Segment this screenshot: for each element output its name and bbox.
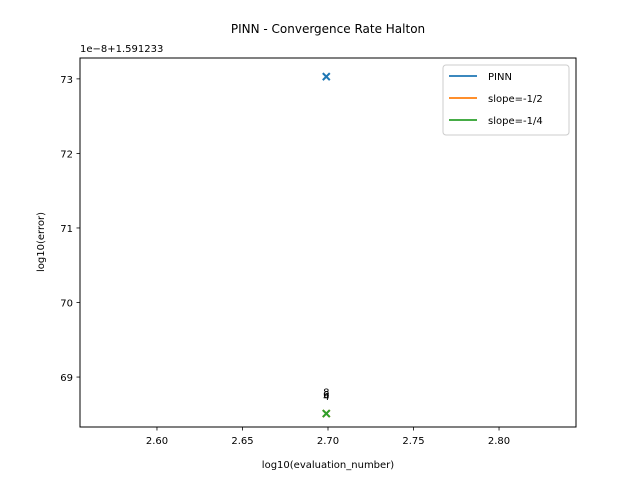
axes-frame — [79, 57, 577, 428]
legend-label: slope=-1/2 — [488, 94, 543, 105]
marker-stroke — [322, 72, 331, 81]
y-tick-label: 70 — [60, 299, 73, 310]
legend: PINN slope=-1/2 slope=-1/4 — [442, 64, 570, 136]
y-offset-text: 1e−8+1.591233 — [80, 44, 163, 55]
marker-stroke — [322, 409, 331, 418]
legend-label: slope=-1/4 — [488, 116, 543, 127]
point-annotation: 8 — [323, 388, 329, 399]
data-point-marker — [322, 72, 331, 81]
point-annotation: 6 — [323, 390, 329, 401]
y-axis-label: log10(error) — [36, 212, 47, 272]
x-tick-label: 2.75 — [402, 436, 424, 447]
chart-title: PINN - Convergence Rate Halton — [231, 22, 425, 36]
legend-box — [442, 64, 570, 136]
data-point-marker — [322, 409, 331, 418]
y-tick-label: 73 — [60, 75, 73, 86]
plot-area: 2.60 2.65 2.70 2.75 2.80 69 70 71 72 73 864 — [60, 72, 510, 447]
y-tick-label: 71 — [60, 224, 73, 235]
x-axis-label: log10(evaluation_number) — [262, 460, 394, 471]
x-tick-label: 2.70 — [317, 436, 339, 447]
point-annotation: 4 — [323, 392, 329, 403]
x-tick-label: 2.80 — [488, 436, 510, 447]
y-tick-label: 69 — [60, 373, 73, 384]
legend-label: PINN — [488, 72, 512, 83]
x-tick-label: 2.60 — [146, 436, 168, 447]
x-tick-label: 2.65 — [231, 436, 253, 447]
y-tick-label: 72 — [60, 149, 73, 160]
